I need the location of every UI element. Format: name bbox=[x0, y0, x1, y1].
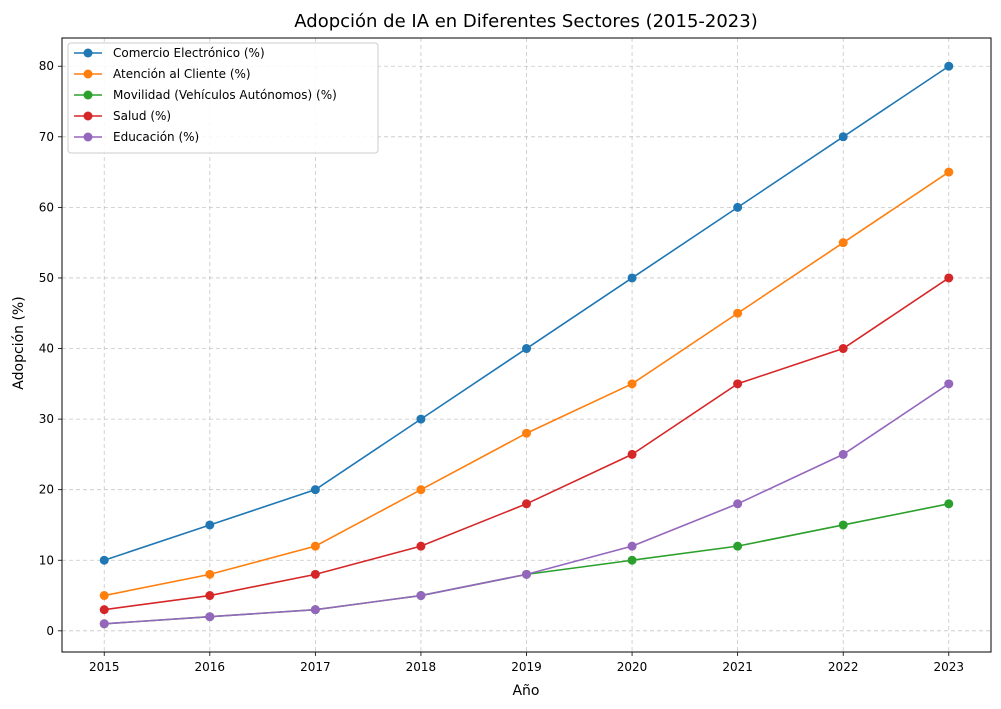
data-point bbox=[522, 344, 531, 354]
data-point bbox=[627, 449, 637, 459]
y-tick-label: 80 bbox=[39, 59, 54, 73]
legend-item: Comercio Electrónico (%) bbox=[74, 46, 265, 60]
data-point bbox=[944, 61, 954, 71]
data-point bbox=[416, 591, 426, 601]
data-point bbox=[522, 428, 531, 438]
legend-item: Educación (%) bbox=[74, 130, 199, 144]
y-tick-label: 20 bbox=[39, 483, 54, 497]
data-point bbox=[99, 591, 109, 601]
legend-label: Comercio Electrónico (%) bbox=[113, 46, 265, 60]
data-point bbox=[944, 167, 954, 177]
data-point bbox=[99, 555, 109, 565]
legend-box bbox=[67, 42, 379, 154]
y-tick-label: 40 bbox=[39, 342, 54, 356]
data-point bbox=[627, 541, 637, 551]
data-point bbox=[733, 202, 743, 212]
legend-label: Movilidad (Vehículos Autónomos) (%) bbox=[113, 88, 337, 102]
axis-ticks: 2015 2016 2017 2018 2019 2020 2021 2022 2023 0 10 2… bbox=[39, 59, 964, 674]
data-point bbox=[627, 379, 637, 389]
chart-title: Adopción de IA en Diferentes Sectores (2… bbox=[294, 11, 757, 32]
data-point bbox=[205, 520, 215, 530]
data-point bbox=[416, 541, 426, 551]
data-point bbox=[99, 619, 109, 629]
x-tick-label: 2023 bbox=[933, 660, 964, 674]
data-point bbox=[944, 273, 954, 283]
legend-item: Movilidad (Vehículos Autónomos) (%) bbox=[74, 88, 337, 102]
series-1 bbox=[99, 167, 954, 601]
legend-swatch-marker bbox=[83, 132, 93, 142]
y-tick-label: 10 bbox=[39, 553, 54, 567]
x-tick-label: 2016 bbox=[195, 660, 226, 674]
y-axis-label: Adopción (%) bbox=[11, 296, 27, 389]
x-tick-label: 2019 bbox=[511, 660, 542, 674]
legend-swatch-marker bbox=[83, 111, 93, 121]
data-point bbox=[627, 555, 637, 565]
data-point bbox=[205, 591, 215, 601]
data-point bbox=[838, 449, 848, 459]
series-0 bbox=[99, 61, 954, 565]
x-tick-label: 2022 bbox=[828, 660, 859, 674]
legend-label: Educación (%) bbox=[113, 130, 199, 144]
data-point bbox=[310, 541, 320, 551]
legend: Comercio Electrónico (%) Atención al Clie… bbox=[67, 42, 379, 154]
data-point bbox=[944, 499, 954, 509]
legend-label: Atención al Cliente (%) bbox=[113, 67, 251, 81]
data-point bbox=[522, 499, 531, 509]
legend-item: Atención al Cliente (%) bbox=[74, 67, 251, 81]
x-axis-label: Año bbox=[512, 683, 539, 699]
data-point bbox=[733, 499, 743, 509]
x-tick-label: 2015 bbox=[89, 660, 120, 674]
data-point bbox=[416, 485, 426, 495]
data-point bbox=[522, 569, 531, 579]
data-point bbox=[838, 132, 848, 142]
data-point bbox=[944, 379, 954, 389]
data-point bbox=[99, 605, 109, 615]
data-point bbox=[310, 569, 320, 579]
legend-item: Salud (%) bbox=[74, 109, 171, 123]
x-tick-label: 2021 bbox=[722, 660, 753, 674]
y-tick-label: 0 bbox=[46, 624, 54, 638]
x-tick-label: 2018 bbox=[406, 660, 437, 674]
y-tick-label: 60 bbox=[39, 200, 54, 214]
series-4 bbox=[99, 379, 954, 629]
legend-swatch-marker bbox=[83, 69, 93, 79]
series-lines bbox=[99, 61, 954, 629]
data-point bbox=[205, 569, 215, 579]
legend-label: Salud (%) bbox=[113, 109, 171, 123]
x-tick-label: 2017 bbox=[300, 660, 331, 674]
legend-swatch-marker bbox=[83, 90, 93, 100]
data-point bbox=[416, 414, 426, 424]
y-tick-label: 30 bbox=[39, 412, 54, 426]
x-tick-label: 2020 bbox=[617, 660, 648, 674]
data-point bbox=[733, 308, 743, 318]
data-point bbox=[205, 612, 215, 622]
data-point bbox=[310, 605, 320, 615]
data-point bbox=[310, 485, 320, 495]
data-point bbox=[733, 379, 743, 389]
data-point bbox=[627, 273, 637, 283]
legend-swatch-marker bbox=[83, 48, 93, 58]
y-tick-label: 70 bbox=[39, 130, 54, 144]
data-point bbox=[838, 520, 848, 530]
y-tick-label: 50 bbox=[39, 271, 54, 285]
data-point bbox=[733, 541, 743, 551]
data-point bbox=[838, 344, 848, 354]
data-point bbox=[838, 238, 848, 248]
series-3 bbox=[99, 273, 954, 615]
